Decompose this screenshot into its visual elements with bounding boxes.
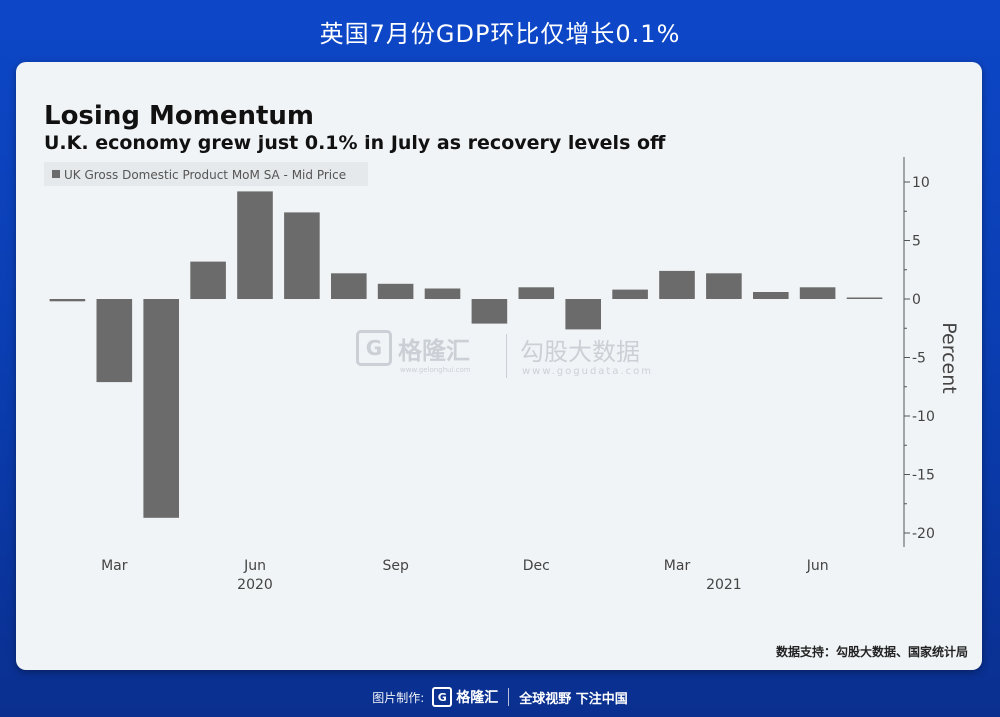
y-axis-label: Percent bbox=[938, 322, 960, 394]
bar-2021-04 bbox=[706, 273, 742, 299]
y-tick-label-5: 5 bbox=[912, 234, 921, 250]
bar-2020-12 bbox=[518, 287, 555, 299]
footer: 图片制作: G 格隆汇 全球视野 下注中国 bbox=[0, 683, 1000, 711]
bar-2020-08 bbox=[331, 273, 367, 299]
y-tick-label--5: -5 bbox=[912, 351, 926, 367]
x-tick-label-2: Sep bbox=[383, 558, 410, 574]
bar-2020-11 bbox=[471, 299, 508, 324]
bar-2021-02 bbox=[612, 289, 648, 299]
x-tick-label-3: Dec bbox=[523, 558, 550, 574]
footer-slogan: 全球视野 下注中国 bbox=[519, 691, 628, 707]
footer-made-by: 图片制作: bbox=[372, 690, 425, 705]
legend-label: UK Gross Domestic Product MoM SA - Mid P… bbox=[64, 168, 346, 182]
chart-subtitle: U.K. economy grew just 0.1% in July as r… bbox=[44, 132, 666, 154]
y-axis: 10 5 0 -5 -10 -15 -20 bbox=[903, 157, 935, 547]
bar-2020-04 bbox=[143, 299, 179, 518]
bar-2021-03 bbox=[659, 270, 695, 299]
bar-2020-05 bbox=[190, 261, 226, 299]
y-tick-label--20: -20 bbox=[912, 526, 935, 542]
legend: UK Gross Domestic Product MoM SA - Mid P… bbox=[44, 162, 368, 186]
bar-2020-02 bbox=[49, 299, 86, 302]
bar-2021-06 bbox=[799, 287, 836, 299]
x-tick-label-1: Jun bbox=[243, 558, 266, 574]
footer-brand: 格隆汇 bbox=[456, 690, 499, 706]
x-tick-label-4: Mar bbox=[664, 558, 691, 574]
chart-card: Losing Momentum U.K. economy grew just 0… bbox=[16, 62, 982, 670]
bars bbox=[49, 191, 883, 518]
x-year-label-2021: 2021 bbox=[706, 577, 742, 593]
banner-title: 英国7月份GDP环比仅增长0.1% bbox=[319, 20, 681, 48]
bar-2021-07 bbox=[846, 297, 883, 299]
footer-divider bbox=[508, 688, 510, 706]
y-tick-label--15: -15 bbox=[912, 468, 935, 484]
bar-2021-01 bbox=[565, 299, 601, 330]
x-tick-label-0: Mar bbox=[101, 558, 128, 574]
y-tick-label--10: -10 bbox=[912, 409, 935, 425]
x-tick-label-5: Jun bbox=[806, 558, 829, 574]
source-note: 数据支持：勾股大数据、国家统计局 bbox=[775, 645, 968, 659]
bar-2020-10 bbox=[424, 288, 461, 299]
x-axis: Mar Jun Sep Dec Mar Jun 2020 2021 bbox=[101, 558, 829, 593]
legend-swatch bbox=[52, 170, 60, 178]
y-tick-label-10: 10 bbox=[912, 175, 930, 191]
bar-2020-09 bbox=[377, 283, 414, 299]
y-tick-label-0: 0 bbox=[912, 292, 921, 308]
footer-logo-icon: G bbox=[432, 687, 453, 707]
bar-2020-06 bbox=[237, 191, 273, 299]
bar-2021-05 bbox=[753, 292, 789, 299]
x-year-label-2020: 2020 bbox=[237, 577, 273, 593]
bar-2020-07 bbox=[284, 212, 320, 299]
legend-box bbox=[44, 162, 368, 186]
bar-2020-03 bbox=[96, 299, 133, 383]
chart-title: Losing Momentum bbox=[44, 101, 314, 131]
gdp-bar-chart: Losing Momentum U.K. economy grew just 0… bbox=[44, 101, 960, 593]
